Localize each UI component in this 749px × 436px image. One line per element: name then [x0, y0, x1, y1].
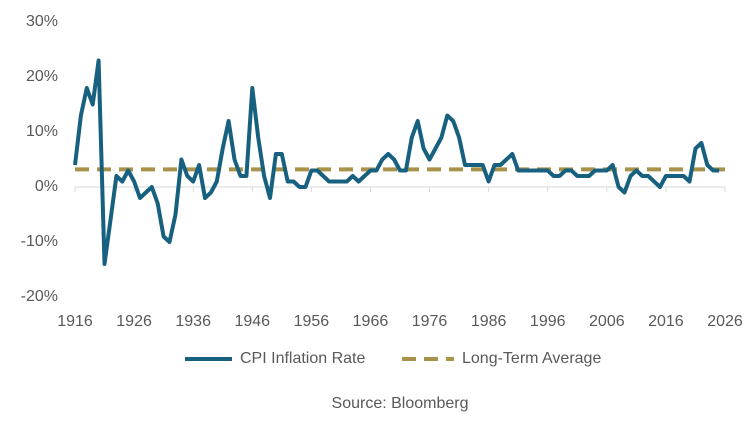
x-tick-label: 2026 [707, 313, 743, 330]
y-tick-label: 0% [35, 178, 58, 195]
y-tick-label: -10% [21, 233, 58, 250]
y-tick-label: 10% [26, 123, 58, 140]
y-tick-label: 20% [26, 68, 58, 85]
x-tick-label: 1916 [57, 313, 93, 330]
x-tick-label: 1976 [412, 313, 448, 330]
x-tick-label: 2006 [589, 313, 625, 330]
source-note: Source: Bloomberg [332, 395, 469, 412]
x-tick-label: 1986 [471, 313, 507, 330]
cpi-line [73, 58, 720, 266]
x-tick-label: 2016 [648, 313, 684, 330]
legend-label: Long-Term Average [462, 350, 601, 367]
y-tick-label: 30% [26, 13, 58, 30]
x-tick-label: 1936 [175, 313, 211, 330]
x-tick-label: 1966 [353, 313, 389, 330]
x-tick-label: 1996 [530, 313, 566, 330]
x-tick-label: 1946 [234, 313, 270, 330]
x-tick-label: 1956 [294, 313, 330, 330]
legend-label: CPI Inflation Rate [240, 350, 366, 367]
y-tick-label: -20% [21, 288, 58, 305]
x-tick-label: 1926 [116, 313, 152, 330]
